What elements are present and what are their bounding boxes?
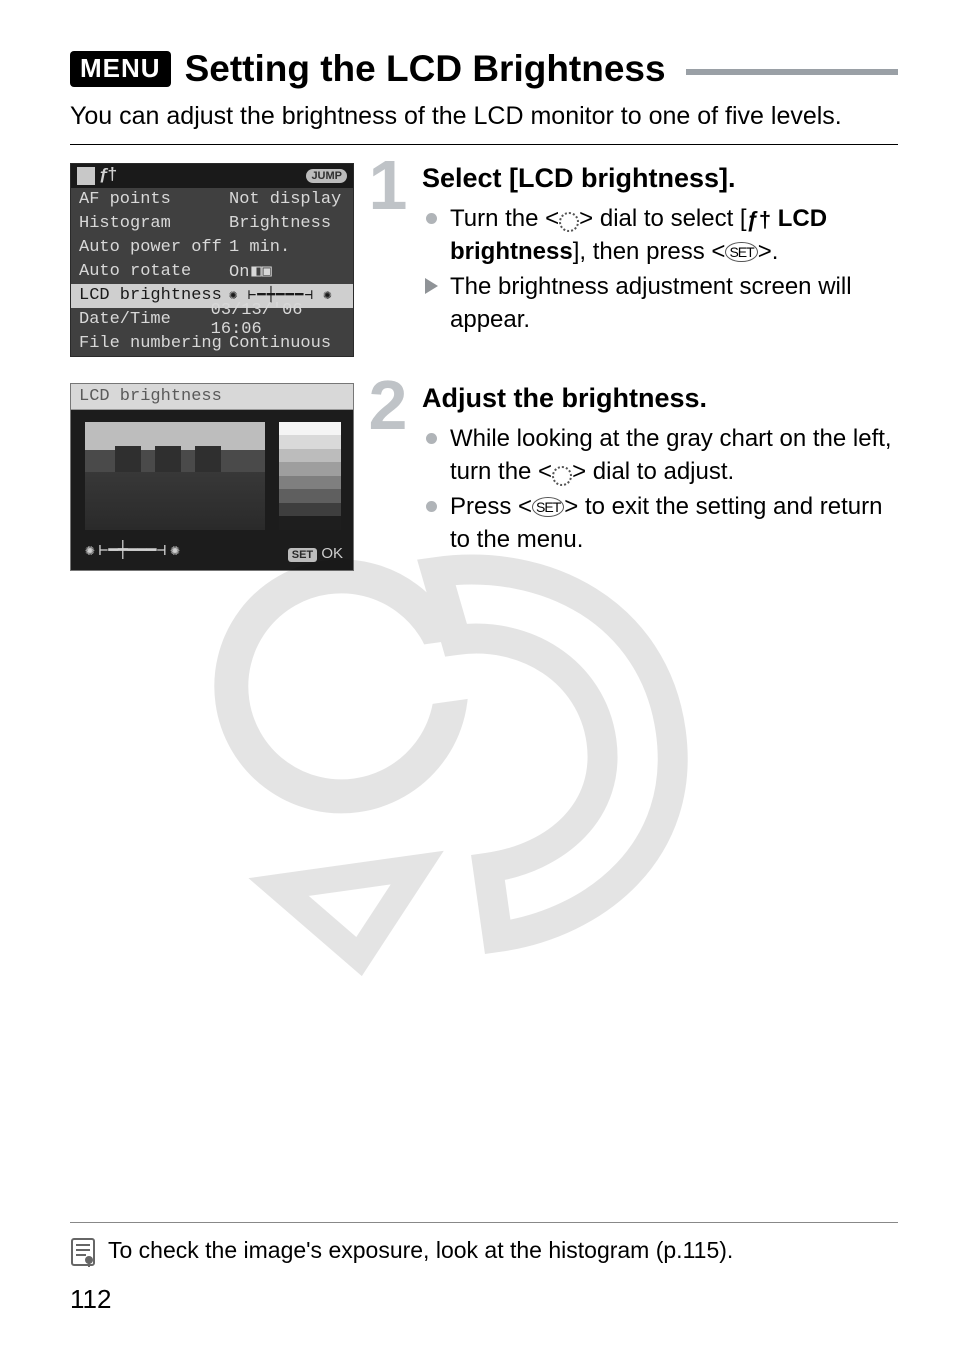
jump-badge: JUMP bbox=[306, 169, 347, 183]
step-number-2: 2 bbox=[368, 377, 408, 433]
page-number: 112 bbox=[70, 1284, 111, 1315]
step-2-heading: Adjust the brightness. bbox=[422, 383, 898, 414]
lcd2-heading: LCD brightness bbox=[71, 384, 353, 410]
separator bbox=[70, 144, 898, 145]
lcd-screenshot-2: LCD brightness ✺⊢━┿━━━⊣✺ SET OK bbox=[70, 383, 354, 571]
set-icon: SET bbox=[532, 497, 564, 517]
step-1-bullet-2: The brightness adjustment screen will ap… bbox=[422, 270, 898, 336]
step-1-bullet-1: Turn the <> dial to select [ƒ† LCD brigh… bbox=[422, 202, 898, 268]
step-number-1: 1 bbox=[368, 157, 408, 213]
menu-badge: MENU bbox=[70, 51, 171, 87]
lcd1-row: Auto power off1 min. bbox=[71, 236, 353, 260]
dial-icon bbox=[552, 466, 572, 486]
lcd1-row: HistogramBrightness bbox=[71, 212, 353, 236]
note-icon bbox=[70, 1237, 96, 1267]
lcd1-row: AF pointsNot display bbox=[71, 188, 353, 212]
step-2-bullet-1: While looking at the gray chart on the l… bbox=[422, 422, 898, 488]
set-ok: SET OK bbox=[288, 545, 343, 562]
brightness-slider: ✺⊢━┿━━━⊣✺ bbox=[85, 540, 263, 560]
dial-icon bbox=[559, 212, 579, 232]
intro-text: You can adjust the brightness of the LCD… bbox=[70, 100, 898, 134]
lcd1-row: Auto rotateOn◧▣ bbox=[71, 260, 353, 284]
step-2-bullet-2: Press <SET> to exit the setting and retu… bbox=[422, 490, 898, 556]
lcd1-row: File numberingContinuous bbox=[71, 332, 353, 356]
title-row: MENU Setting the LCD Brightness bbox=[70, 48, 898, 90]
page-title: Setting the LCD Brightness bbox=[185, 48, 666, 90]
set-icon: SET bbox=[725, 242, 757, 262]
step-1-heading: Select [LCD brightness]. bbox=[422, 163, 898, 194]
step-2: LCD brightness ✺⊢━┿━━━⊣✺ SET OK 2 Adjust… bbox=[70, 383, 898, 571]
step-1: ƒ† JUMP AF pointsNot displayHistogramBri… bbox=[70, 163, 898, 357]
title-rule bbox=[686, 69, 898, 75]
note-text: To check the image's exposure, look at t… bbox=[108, 1237, 733, 1264]
footer-note: To check the image's exposure, look at t… bbox=[70, 1222, 898, 1267]
lcd-screenshot-1: ƒ† JUMP AF pointsNot displayHistogramBri… bbox=[70, 163, 354, 357]
lcd1-row: Date/Time03/13/'06 16:06 bbox=[71, 308, 353, 332]
tools-icon: ƒ† bbox=[747, 207, 771, 232]
